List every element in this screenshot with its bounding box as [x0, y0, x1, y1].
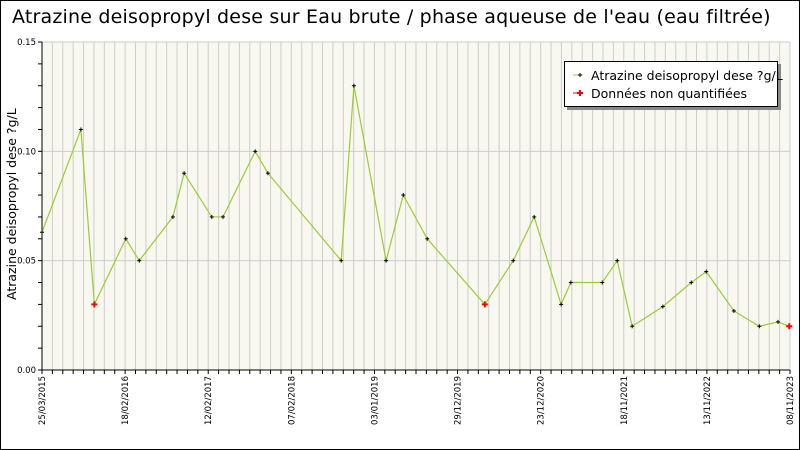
legend-item-series: Atrazine deisopropyl dese ?g/L: [573, 66, 783, 84]
legend-label: Atrazine deisopropyl dese ?g/L: [591, 67, 783, 83]
y-tick-label: 0.05: [17, 257, 36, 267]
x-tick-label: 03/01/2019: [370, 376, 380, 425]
x-tick-label: 13/11/2022: [703, 376, 713, 425]
y-tick-label: 0.10: [17, 147, 36, 157]
legend-label: Données non quantifiées: [591, 85, 748, 101]
non-quantified-marker-icon: [573, 90, 583, 96]
x-tick-label: 18/11/2021: [620, 376, 630, 425]
x-tick-label: 23/12/2020: [537, 376, 547, 425]
y-tick-label: 0.15: [17, 38, 36, 48]
x-tick-label: 18/02/2016: [121, 376, 131, 425]
x-tick-label: 07/02/2018: [287, 376, 297, 425]
legend-item-non-quantified: Données non quantifiées: [573, 84, 747, 102]
series-marker-icon: [573, 73, 583, 77]
x-tick-label: 08/11/2023: [786, 376, 796, 425]
legend: Atrazine deisopropyl dese ?g/L Données n…: [564, 61, 783, 107]
x-tick-label: 12/02/2017: [204, 376, 214, 425]
x-tick-label: 25/03/2015: [38, 376, 48, 425]
chart-title: Atrazine deisopropyl dese sur Eau brute …: [12, 6, 771, 28]
y-tick-label: 0.00: [17, 366, 36, 376]
x-tick-label: 29/12/2019: [454, 376, 464, 425]
